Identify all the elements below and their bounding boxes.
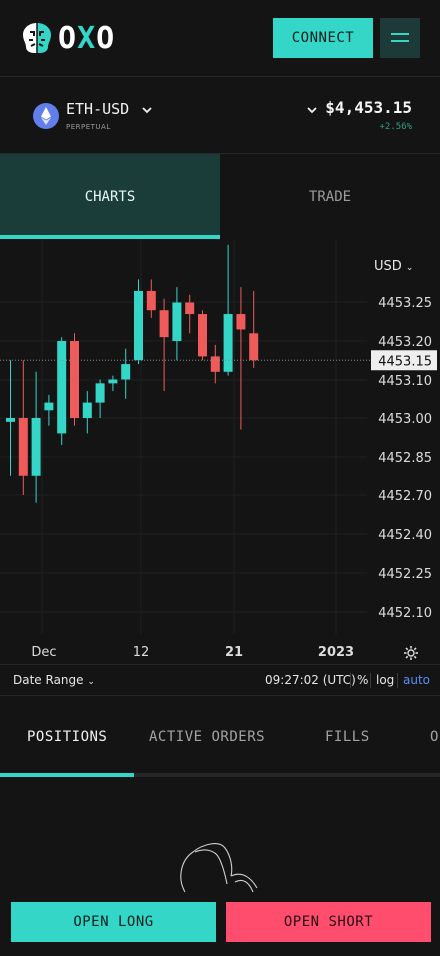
currency-selector[interactable]: USD ⌄ — [374, 259, 414, 274]
y-tick-label: 4452.40 — [378, 528, 432, 543]
logo[interactable]: OXO — [20, 20, 115, 56]
connect-button[interactable]: CONNECT — [273, 18, 373, 58]
market-selector-bar — [0, 77, 440, 154]
chevron-down-icon[interactable] — [141, 104, 153, 116]
tab-track — [0, 773, 440, 777]
candle-body — [146, 290, 156, 311]
current-price-label: 4453.15 — [378, 354, 432, 369]
hamburger-menu-icon — [391, 33, 409, 35]
candle-body — [70, 341, 79, 418]
candle-body — [236, 314, 246, 330]
app-header: OXO CONNECT — [0, 0, 440, 77]
brain-icon — [23, 23, 51, 53]
divider — [370, 673, 371, 688]
candle-body — [249, 333, 259, 361]
candle-body — [6, 418, 15, 422]
chevron-down-icon: ⌄ — [405, 263, 414, 273]
candle-body — [57, 341, 67, 434]
open-short-button[interactable]: OPEN SHORT — [226, 902, 431, 942]
candle-body — [18, 418, 28, 476]
log-toggle[interactable]: log — [376, 673, 395, 687]
y-tick-label: 4452.85 — [378, 451, 432, 466]
candle-body — [108, 379, 118, 384]
y-tick-label: 4453.20 — [378, 335, 432, 350]
tab-fills[interactable]: FILLS — [325, 729, 370, 745]
x-tick-label: 2023 — [318, 645, 354, 660]
divider — [350, 673, 351, 688]
main-tabs: CHARTS TRADE — [0, 154, 440, 239]
candle-body — [134, 290, 143, 361]
menu-button[interactable] — [380, 18, 420, 58]
candle-body — [159, 310, 169, 338]
current-price-tag — [371, 350, 437, 371]
percent-toggle[interactable]: % — [357, 673, 369, 687]
gear-icon[interactable] — [403, 645, 419, 661]
y-tick-label: 4453.10 — [378, 374, 432, 389]
y-tick-label: 4453.00 — [378, 412, 432, 427]
empty-state-illustration — [180, 843, 258, 893]
y-tick-label: 4452.70 — [378, 489, 432, 504]
tab-overflow[interactable]: O — [430, 729, 439, 745]
divider — [397, 673, 398, 688]
auto-toggle[interactable]: auto — [403, 673, 431, 687]
tab-charts[interactable]: CHARTS — [0, 154, 220, 239]
market-symbol[interactable]: ETH-USD — [66, 100, 130, 118]
candle-body — [172, 302, 182, 341]
chevron-down-icon[interactable] — [306, 104, 318, 116]
date-range-selector[interactable]: Date Range ⌄ — [13, 673, 95, 687]
candle-body — [210, 356, 220, 372]
market-type: PERPETUAL — [66, 123, 111, 131]
y-tick-label: 4453.25 — [378, 296, 432, 311]
account-tabs: POSITIONS ACTIVE ORDERS FILLS O — [0, 696, 440, 776]
utc-time: 09:27:02 (UTC) — [265, 673, 356, 687]
open-long-button[interactable]: OPEN LONG — [11, 902, 216, 942]
candlestick-chart[interactable]: 4453.25 4453.20 4453.10 4453.00 4452.85 4452.… — [0, 239, 440, 664]
chart-controls: Date Range ⌄ 09:27:02 (UTC) % log auto — [0, 664, 440, 696]
candle-body — [82, 402, 92, 418]
candle-body — [44, 402, 54, 411]
x-tick-label: 12 — [133, 645, 150, 660]
price-chart[interactable]: 4453.25 4453.20 4453.10 4453.00 4452.85 4452.… — [0, 239, 440, 664]
y-tick-label: 4452.10 — [378, 606, 432, 621]
price-change: +2.56% — [379, 122, 412, 132]
candle-body — [185, 302, 195, 315]
tab-active-orders[interactable]: ACTIVE ORDERS — [149, 729, 266, 745]
x-tick-label: 21 — [225, 645, 243, 660]
candle-body — [121, 364, 131, 380]
tab-trade[interactable]: TRADE — [308, 188, 352, 205]
tab-positions[interactable]: POSITIONS — [27, 729, 108, 745]
tab-indicator — [0, 773, 134, 777]
x-tick-label: Dec — [31, 645, 56, 660]
logo-wordmark: OXO — [58, 20, 116, 56]
market-price: $4,453.15 — [325, 98, 412, 117]
y-tick-label: 4452.25 — [378, 567, 432, 582]
candle-body — [31, 418, 41, 476]
candle-body — [95, 383, 105, 403]
ethereum-icon[interactable] — [33, 103, 59, 129]
candle-body — [198, 314, 207, 357]
chevron-down-icon: ⌄ — [87, 677, 95, 687]
candle-body — [223, 314, 233, 372]
